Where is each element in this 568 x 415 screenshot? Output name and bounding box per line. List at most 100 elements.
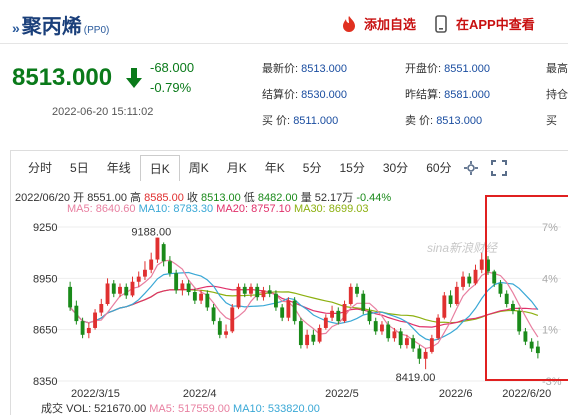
candle-body (498, 283, 503, 294)
candle-body (174, 273, 179, 291)
field-label: 最新价: (262, 63, 299, 75)
pct-value: -0.44% (356, 192, 392, 204)
change-percent: -0.79% (150, 80, 192, 95)
candle-body (486, 259, 490, 272)
high-annotation: 9188.00 (131, 227, 171, 239)
add-watchlist-label: 添加自选 (364, 17, 417, 32)
tab-5min[interactable]: 5分 (302, 161, 322, 175)
vol-ma5-value: MA5: 517559.00 (149, 403, 230, 415)
candle-body (224, 331, 228, 335)
quote-column-3: 最高 持仓 买 (546, 56, 568, 134)
period-tabs: 分时 5日 年线 日K 周K 月K 年K 5分 15分 30分 60分 (11, 151, 568, 185)
candle-body (386, 324, 391, 339)
fullscreen-icon[interactable] (490, 160, 507, 176)
candle-body (286, 300, 291, 318)
watermark: sina新浪财经 (427, 241, 498, 255)
candle-body (124, 286, 129, 296)
candle-body (274, 293, 278, 308)
settings-icon[interactable] (463, 160, 479, 176)
candle-body (336, 310, 341, 322)
top-bar: » 聚丙烯 (PP0) 添加自选 在APP中查看 (0, 0, 568, 44)
candle-body (292, 300, 297, 322)
volume-label: 量 (300, 192, 312, 204)
candlestick-chart[interactable]: 92508950865083507%4%1%-3%9188.008419.002… (11, 151, 568, 415)
candle-body (511, 304, 515, 311)
tab-yearline[interactable]: 年线 (106, 161, 131, 175)
candle-body (442, 295, 447, 318)
field-label: 买 (546, 115, 557, 127)
candle-body (348, 286, 353, 304)
change-value: -68.000 (150, 60, 195, 75)
candle-body (523, 331, 528, 342)
x-tick-label: 2022/6 (439, 388, 473, 400)
candle-body (242, 286, 247, 294)
tab-15min[interactable]: 15分 (339, 161, 365, 175)
tab-30min[interactable]: 30分 (382, 161, 409, 175)
tab-weekly-k[interactable]: 周K (188, 161, 209, 175)
volume-value: 52.17万 (314, 192, 354, 204)
candle-body (93, 312, 97, 328)
y-tick-label: 8650 (33, 325, 57, 337)
tab-60min[interactable]: 60分 (426, 161, 452, 175)
candle-body (517, 310, 522, 332)
candle-body (473, 269, 478, 284)
candle-body (186, 283, 191, 293)
phone-icon (435, 14, 447, 33)
ohlc-date: 2022/06/20 (15, 192, 71, 204)
highlight-box (485, 195, 568, 381)
candle-body (105, 283, 110, 304)
candle-body (411, 338, 416, 349)
open-label: 开 (73, 192, 85, 204)
candle-body (249, 286, 253, 294)
field-value: 8511.000 (293, 115, 339, 127)
candle-body (217, 321, 222, 335)
ma30-value: MA30: 8699.03 (293, 203, 369, 215)
pct-tick-label: 7% (542, 222, 558, 234)
field-label: 昨结算: (405, 89, 442, 101)
field-label: 买 价: (262, 115, 291, 127)
ma20-value: MA20: 8757.10 (216, 203, 291, 215)
tab-intraday[interactable]: 分时 (28, 161, 53, 175)
candle-body (267, 290, 272, 294)
candle-body (479, 259, 484, 270)
candle-body (255, 286, 260, 298)
candle-body (211, 307, 216, 322)
vol-value: VOL: 521670.00 (66, 403, 147, 415)
candle-body (74, 305, 79, 322)
candle-body (230, 307, 235, 332)
tab-daily-k[interactable]: 日K (139, 155, 180, 181)
tab-5day[interactable]: 5日 (70, 161, 89, 175)
add-watchlist-button[interactable]: 添加自选 (340, 14, 416, 33)
ma5-value: MA5: 8640.60 (67, 203, 136, 215)
candle-body (461, 276, 465, 287)
candle-body (417, 348, 422, 359)
candle-body (236, 286, 241, 308)
candle-body (136, 276, 141, 282)
candle-body (130, 281, 135, 296)
candle-body (261, 290, 266, 298)
pct-tick-label: 1% (542, 325, 558, 337)
candle-body (111, 283, 116, 294)
quote-panel: 8513.000 -68.000 -0.79% 2022-06-20 15:11… (0, 44, 568, 136)
quote-column-2: 开盘价: 8551.000 昨结算: 8581.000 卖 价: 8513.00… (405, 56, 490, 134)
candle-body (323, 317, 328, 328)
pct-tick-label: 4% (542, 273, 558, 285)
candle-body (429, 338, 434, 352)
open-app-button[interactable]: 在APP中查看 (432, 14, 535, 33)
candle-body (535, 346, 540, 354)
open-value: 8551.00 (87, 192, 127, 204)
candle-body (380, 324, 384, 332)
field-value: 8513.000 (436, 115, 483, 127)
quote-datetime: 2022-06-20 15:11:02 (52, 106, 154, 118)
x-tick-label: 2022/3/15 (71, 388, 120, 400)
field-label: 开盘价: (405, 63, 442, 75)
tab-monthly-k[interactable]: 月K (226, 161, 247, 175)
candle-body (192, 292, 197, 301)
candle-body (454, 286, 459, 304)
candle-body (330, 310, 334, 318)
tab-yearly-k[interactable]: 年K (264, 161, 285, 175)
candle-body (492, 271, 497, 284)
candle-body (305, 334, 310, 346)
field-label: 结算价: (262, 89, 299, 101)
close-label: 收 (186, 192, 198, 204)
